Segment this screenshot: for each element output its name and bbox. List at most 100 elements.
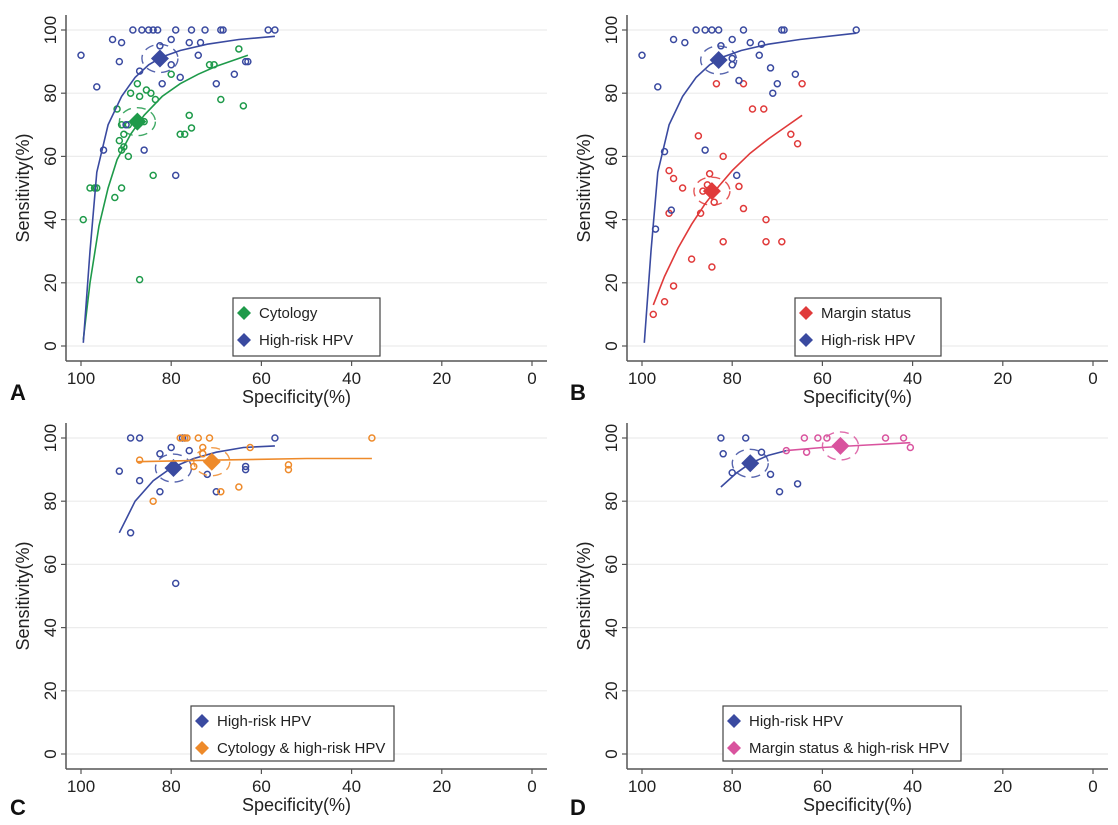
- summary-point: [202, 452, 221, 471]
- series-cytology: [79, 45, 249, 340]
- study-point: [762, 215, 770, 224]
- study-point: [660, 147, 669, 156]
- study-point: [735, 182, 743, 191]
- study-point: [741, 434, 750, 442]
- study-point: [140, 146, 148, 154]
- study-point: [766, 64, 775, 72]
- study-point: [728, 469, 736, 477]
- study-point: [271, 26, 279, 34]
- x-tick-label: 80: [162, 777, 181, 796]
- study-point: [183, 434, 191, 442]
- study-point: [156, 42, 164, 50]
- x-axis-title: Specificity(%): [803, 387, 912, 407]
- study-point: [176, 130, 184, 139]
- legend-marker-icon: [195, 714, 209, 728]
- y-tick-label: 40: [41, 210, 60, 229]
- y-tick-label: 80: [41, 492, 60, 511]
- study-point: [814, 434, 822, 442]
- study-point: [79, 215, 88, 224]
- study-point: [284, 465, 293, 474]
- study-point: [158, 79, 166, 88]
- series-margin-status-high-risk-hpv: [782, 431, 915, 461]
- study-point: [714, 26, 723, 34]
- panel-letter: C: [10, 795, 26, 820]
- study-point: [138, 26, 146, 34]
- study-point: [284, 461, 293, 469]
- study-point: [681, 38, 689, 47]
- study-point: [712, 79, 721, 88]
- x-tick-label: 100: [67, 777, 95, 796]
- x-tick-label: 60: [813, 369, 832, 388]
- study-point: [190, 462, 198, 471]
- study-point: [153, 26, 162, 34]
- study-point: [196, 38, 205, 47]
- study-point: [99, 146, 108, 154]
- x-tick-label: 0: [527, 777, 536, 796]
- study-point: [199, 450, 207, 458]
- series-cytology-high-risk-hpv: [135, 434, 376, 505]
- study-point: [739, 26, 748, 34]
- y-tick-label: 100: [602, 424, 621, 452]
- y-tick-label: 100: [41, 424, 60, 452]
- study-point: [176, 73, 184, 82]
- x-tick-label: 40: [903, 777, 922, 796]
- confidence-region: [141, 43, 179, 74]
- study-point: [757, 40, 766, 48]
- legend-marker-icon: [237, 333, 251, 347]
- study-point: [264, 26, 272, 34]
- y-tick-label: 60: [41, 147, 60, 166]
- summary-point: [702, 182, 721, 201]
- x-axis-title: Specificity(%): [803, 795, 912, 815]
- x-axis-title: Specificity(%): [242, 387, 351, 407]
- study-point: [748, 105, 757, 113]
- study-point: [194, 434, 203, 442]
- study-point: [660, 298, 669, 306]
- study-point: [171, 26, 180, 34]
- study-point: [793, 480, 802, 488]
- study-point: [717, 434, 725, 442]
- summary-point: [741, 454, 760, 473]
- y-tick-label: 60: [41, 555, 60, 574]
- panel-c: 0 20 40 60 80 100 100 80 60 40 20 0 Specificity(%) Se…: [10, 423, 547, 820]
- study-point: [762, 237, 770, 246]
- study-point: [651, 225, 660, 233]
- study-point: [120, 130, 128, 139]
- x-tick-label: 80: [723, 369, 742, 388]
- study-point: [147, 89, 155, 97]
- study-point: [167, 35, 175, 44]
- study-point: [194, 51, 203, 60]
- study-point: [187, 124, 196, 132]
- legend-label: High-risk HPV: [259, 332, 353, 349]
- x-tick-label: 80: [162, 369, 181, 388]
- study-point: [219, 26, 227, 34]
- study-point: [906, 443, 915, 452]
- panel-d: 0 20 40 60 80 100 100 80 60 40 20 0 Specificity(%) Se…: [570, 423, 1108, 820]
- study-point: [126, 434, 135, 442]
- study-point: [757, 448, 766, 456]
- study-point: [124, 121, 133, 129]
- study-point: [205, 61, 214, 69]
- y-axis-title: Sensitivity(%): [574, 541, 594, 650]
- study-point: [775, 487, 784, 496]
- study-point: [710, 198, 718, 206]
- study-point: [669, 282, 678, 290]
- x-tick-label: 0: [1088, 777, 1097, 796]
- x-tick-label: 20: [432, 369, 451, 388]
- panel-b: 0 20 40 60 80 100 100 80 60 40 20 0 Specificity(%) Se…: [570, 15, 1108, 407]
- study-point: [732, 171, 741, 180]
- study-point: [135, 92, 144, 101]
- study-point: [778, 26, 786, 34]
- legend-box: [232, 297, 381, 357]
- study-point: [122, 121, 130, 129]
- study-point: [755, 51, 764, 60]
- study-point: [719, 152, 727, 161]
- y-tick-label: 20: [602, 681, 621, 700]
- panel-letter: D: [570, 795, 586, 820]
- x-tick-label: 40: [903, 369, 922, 388]
- study-point: [823, 434, 831, 442]
- y-tick-label: 80: [602, 84, 621, 103]
- study-point: [210, 61, 218, 69]
- study-point: [235, 45, 243, 53]
- study-point: [156, 450, 164, 458]
